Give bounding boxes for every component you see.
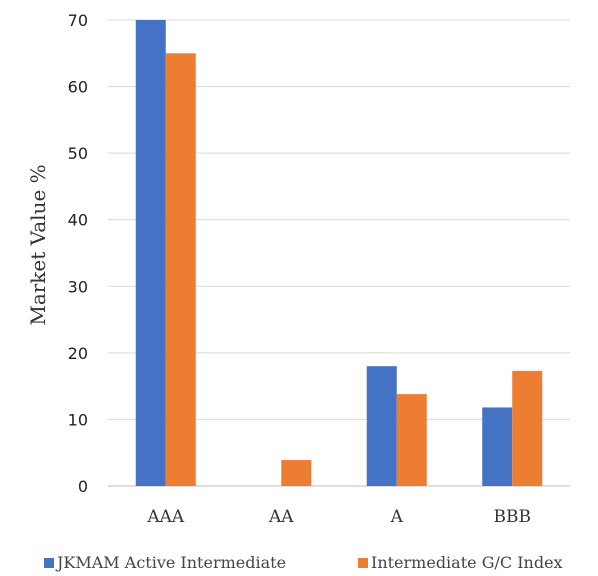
- x-tick-label: AAA: [146, 507, 185, 527]
- legend-item: Intermediate G/C Index: [358, 553, 563, 572]
- y-axis-ticks: 0 10 20 30 40 50 60 70: [68, 11, 88, 496]
- x-axis-ticks: AAA AA A BBB: [146, 507, 531, 527]
- bars: [135, 20, 543, 487]
- legend-label: Intermediate G/C Index: [371, 553, 563, 572]
- bar-aaa-series-2: [165, 53, 196, 487]
- y-tick-label: 40: [68, 211, 88, 230]
- x-tick-label: AA: [268, 507, 294, 527]
- legend-item: JKMAM Active Intermediate: [44, 553, 286, 572]
- y-tick-label: 60: [68, 78, 88, 97]
- bar-bbb-series-2: [512, 370, 543, 486]
- y-tick-label: 50: [68, 144, 88, 163]
- x-tick-label: BBB: [494, 507, 531, 527]
- legend-label: JKMAM Active Intermediate: [55, 553, 286, 572]
- bar-bbb-series-1: [482, 407, 513, 486]
- y-tick-label: 30: [68, 277, 88, 296]
- y-tick-label: 10: [68, 410, 88, 429]
- bar-aa-series-2: [281, 460, 312, 486]
- y-axis-title: Market Value %: [26, 164, 50, 325]
- y-tick-label: 70: [68, 11, 88, 30]
- legend: JKMAM Active Intermediate Intermediate G/…: [44, 553, 563, 572]
- x-tick-label: A: [390, 507, 404, 527]
- legend-swatch: [358, 558, 368, 568]
- y-tick-label: 20: [68, 344, 88, 363]
- bar-aaa-series-1: [135, 20, 166, 486]
- bar-a-series-2: [396, 394, 427, 486]
- y-tick-label: 0: [78, 477, 88, 496]
- legend-swatch: [44, 558, 54, 568]
- bar-a-series-1: [366, 366, 397, 486]
